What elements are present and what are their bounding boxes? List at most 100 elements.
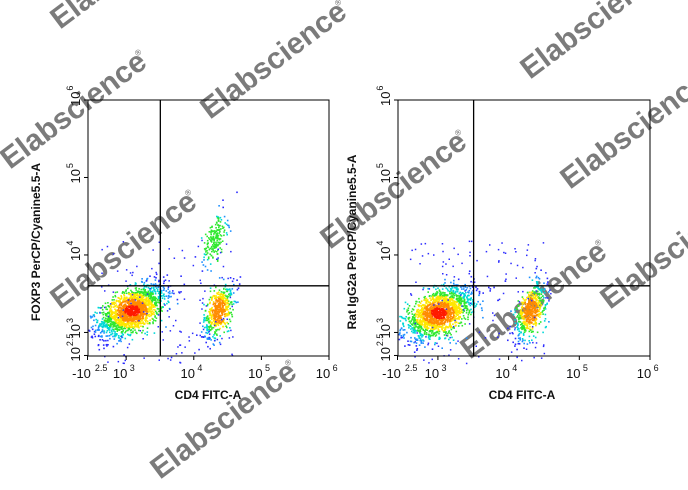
event-dots	[88, 191, 242, 365]
event-dot	[112, 321, 114, 323]
event-dot	[117, 296, 119, 299]
event-dot	[216, 312, 218, 315]
event-dot	[460, 294, 462, 296]
event-dot	[228, 318, 231, 321]
event-dot	[502, 292, 505, 295]
event-dot	[211, 298, 213, 300]
event-dot	[210, 308, 212, 310]
event-dot	[442, 283, 445, 286]
event-dot	[210, 254, 213, 257]
event-dot	[121, 307, 124, 310]
event-dot	[216, 258, 218, 260]
event-dot	[208, 333, 211, 335]
event-dot	[221, 276, 223, 279]
event-dot	[147, 290, 150, 293]
event-dot	[219, 310, 222, 312]
event-dot	[217, 318, 219, 321]
event-dot	[421, 311, 424, 313]
event-dot	[150, 292, 153, 294]
event-dot	[516, 356, 518, 359]
event-dot	[222, 199, 224, 201]
event-dot	[450, 318, 452, 320]
event-dot	[130, 294, 132, 297]
event-dot	[410, 294, 413, 296]
event-dot	[118, 301, 120, 303]
event-dot	[435, 318, 438, 320]
event-dot	[529, 321, 531, 324]
event-dot	[221, 225, 224, 228]
event-dot	[422, 318, 424, 321]
event-dot	[154, 316, 156, 318]
event-dot	[530, 297, 532, 300]
event-dot	[215, 286, 217, 289]
event-dot	[126, 307, 128, 310]
event-dot	[132, 321, 134, 324]
watermark: Elabscience®	[44, 0, 202, 36]
event-dot	[466, 287, 468, 289]
event-dot	[124, 317, 126, 320]
event-dot	[464, 318, 467, 320]
event-dot	[218, 238, 221, 241]
event-dot	[422, 339, 424, 341]
event-dot	[129, 305, 131, 307]
event-dot	[143, 283, 145, 286]
event-dot	[521, 306, 523, 308]
event-dot	[120, 330, 123, 333]
event-dot	[131, 312, 134, 314]
event-dot	[157, 292, 160, 295]
event-dot	[217, 217, 220, 220]
event-dot	[431, 326, 434, 329]
event-dot	[439, 291, 442, 293]
event-dot	[451, 299, 454, 301]
event-dot	[121, 292, 124, 294]
event-dot	[454, 319, 456, 322]
event-dot	[213, 344, 215, 346]
event-dot	[407, 307, 410, 309]
event-dot	[527, 318, 530, 321]
event-dot	[450, 328, 453, 331]
event-dot	[411, 323, 413, 326]
event-dot	[217, 306, 220, 309]
watermark-text: Elabscience	[514, 0, 672, 86]
event-dot	[120, 334, 123, 337]
event-dot	[449, 304, 452, 307]
event-dot	[441, 328, 443, 331]
event-dot	[125, 280, 127, 282]
event-dot	[146, 277, 149, 280]
event-dot	[214, 325, 216, 328]
event-dot	[526, 249, 529, 251]
event-dot	[537, 304, 539, 307]
event-dot	[453, 300, 455, 302]
event-dot	[234, 300, 237, 303]
event-dot	[154, 320, 157, 322]
event-dot	[192, 264, 195, 267]
event-dot	[112, 335, 114, 338]
event-dot	[465, 362, 468, 365]
event-dot	[442, 314, 445, 317]
event-dot	[138, 299, 140, 302]
event-dot	[537, 303, 539, 306]
event-dot	[222, 321, 224, 324]
event-dot	[222, 325, 225, 328]
event-dot	[437, 287, 439, 289]
event-dot	[130, 329, 132, 331]
event-dot	[109, 337, 111, 340]
event-dot	[432, 332, 435, 335]
event-dot	[462, 309, 464, 311]
x-tick-exponent: 6	[654, 363, 659, 373]
event-dot	[431, 327, 433, 330]
y-tick-exponent: 5	[65, 163, 75, 168]
event-dot	[130, 307, 132, 310]
event-dot	[526, 320, 528, 323]
event-dot	[439, 297, 442, 299]
event-dot	[216, 260, 219, 262]
event-dot	[106, 335, 109, 337]
event-dot	[163, 280, 165, 282]
event-dot	[442, 316, 444, 319]
event-dot	[417, 304, 420, 306]
event-dot	[450, 312, 452, 315]
event-dot	[140, 313, 143, 316]
event-dot	[449, 315, 452, 318]
event-dot	[120, 335, 122, 338]
event-dot	[412, 327, 414, 329]
